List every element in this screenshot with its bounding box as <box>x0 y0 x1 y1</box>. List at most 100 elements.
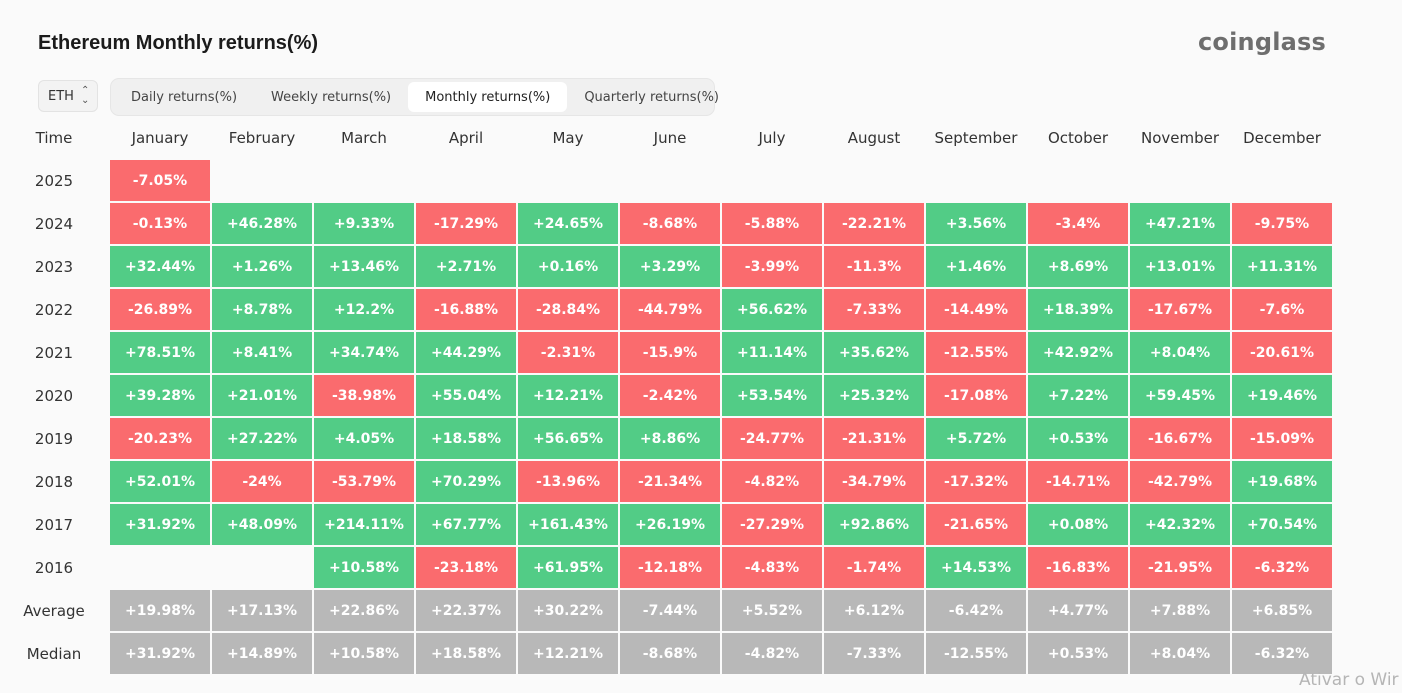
return-cell[interactable]: -26.89% <box>110 289 210 330</box>
return-cell[interactable]: -21.65% <box>926 504 1026 545</box>
return-cell[interactable]: -12.18% <box>620 547 720 588</box>
return-cell[interactable]: +22.37% <box>416 590 516 631</box>
return-cell[interactable]: +70.29% <box>416 461 516 502</box>
return-cell[interactable]: -24% <box>212 461 312 502</box>
return-cell[interactable]: +24.65% <box>518 203 618 244</box>
return-cell[interactable]: +17.13% <box>212 590 312 631</box>
return-cell[interactable]: -23.18% <box>416 547 516 588</box>
return-cell[interactable]: -16.67% <box>1130 418 1230 459</box>
return-cell[interactable]: -4.83% <box>722 547 822 588</box>
return-cell[interactable]: -7.33% <box>824 289 924 330</box>
return-cell[interactable]: -7.05% <box>110 160 210 201</box>
return-cell[interactable]: +8.86% <box>620 418 720 459</box>
return-cell[interactable]: +27.22% <box>212 418 312 459</box>
return-cell[interactable]: -3.4% <box>1028 203 1128 244</box>
return-cell[interactable]: +0.53% <box>1028 418 1128 459</box>
return-cell[interactable]: -42.79% <box>1130 461 1230 502</box>
return-cell[interactable]: +11.14% <box>722 332 822 373</box>
return-cell[interactable]: +8.78% <box>212 289 312 330</box>
return-cell[interactable]: +21.01% <box>212 375 312 416</box>
return-cell[interactable]: -14.71% <box>1028 461 1128 502</box>
return-cell[interactable]: +13.01% <box>1130 246 1230 287</box>
return-cell[interactable]: -6.42% <box>926 590 1026 631</box>
return-cell[interactable]: -44.79% <box>620 289 720 330</box>
return-cell[interactable]: -28.84% <box>518 289 618 330</box>
return-cell[interactable]: +6.12% <box>824 590 924 631</box>
return-cell[interactable]: +2.71% <box>416 246 516 287</box>
return-cell[interactable]: -16.83% <box>1028 547 1128 588</box>
return-cell[interactable]: +18.58% <box>416 418 516 459</box>
return-cell[interactable]: +31.92% <box>110 633 210 674</box>
return-cell[interactable]: -17.29% <box>416 203 516 244</box>
return-cell[interactable]: -34.79% <box>824 461 924 502</box>
return-cell[interactable]: +7.88% <box>1130 590 1230 631</box>
return-cell[interactable]: +67.77% <box>416 504 516 545</box>
return-cell[interactable]: -2.31% <box>518 332 618 373</box>
return-cell[interactable]: +32.44% <box>110 246 210 287</box>
return-cell[interactable]: +3.56% <box>926 203 1026 244</box>
return-cell[interactable]: -53.79% <box>314 461 414 502</box>
return-cell[interactable]: +55.04% <box>416 375 516 416</box>
return-cell[interactable]: +19.46% <box>1232 375 1332 416</box>
return-cell[interactable]: -17.08% <box>926 375 1026 416</box>
return-cell[interactable]: -20.61% <box>1232 332 1332 373</box>
return-cell[interactable]: +214.11% <box>314 504 414 545</box>
return-cell[interactable]: +22.86% <box>314 590 414 631</box>
return-cell[interactable]: +8.04% <box>1130 633 1230 674</box>
return-cell[interactable]: -21.95% <box>1130 547 1230 588</box>
return-cell[interactable]: +5.72% <box>926 418 1026 459</box>
return-cell[interactable]: -4.82% <box>722 633 822 674</box>
return-cell[interactable]: -2.42% <box>620 375 720 416</box>
return-cell[interactable]: -8.68% <box>620 633 720 674</box>
return-cell[interactable]: -27.29% <box>722 504 822 545</box>
return-cell[interactable]: +78.51% <box>110 332 210 373</box>
return-cell[interactable]: -13.96% <box>518 461 618 502</box>
return-cell[interactable]: +0.16% <box>518 246 618 287</box>
return-cell[interactable]: +161.43% <box>518 504 618 545</box>
return-cell[interactable]: +92.86% <box>824 504 924 545</box>
return-cell[interactable]: +44.29% <box>416 332 516 373</box>
return-cell[interactable]: +14.53% <box>926 547 1026 588</box>
return-cell[interactable]: -6.32% <box>1232 547 1332 588</box>
return-cell[interactable]: -17.32% <box>926 461 1026 502</box>
return-cell[interactable]: -12.55% <box>926 633 1026 674</box>
return-cell[interactable]: -4.82% <box>722 461 822 502</box>
return-cell[interactable]: +8.04% <box>1130 332 1230 373</box>
return-cell[interactable]: +42.32% <box>1130 504 1230 545</box>
return-cell[interactable]: +12.21% <box>518 375 618 416</box>
return-cell[interactable]: +12.2% <box>314 289 414 330</box>
return-cell[interactable]: +10.58% <box>314 547 414 588</box>
return-cell[interactable]: +31.92% <box>110 504 210 545</box>
return-cell[interactable]: +48.09% <box>212 504 312 545</box>
return-cell[interactable]: -21.31% <box>824 418 924 459</box>
return-cell[interactable]: -1.74% <box>824 547 924 588</box>
return-cell[interactable]: +8.41% <box>212 332 312 373</box>
return-cell[interactable]: +14.89% <box>212 633 312 674</box>
return-cell[interactable]: +34.74% <box>314 332 414 373</box>
return-cell[interactable]: -12.55% <box>926 332 1026 373</box>
return-cell[interactable]: +52.01% <box>110 461 210 502</box>
return-cell[interactable]: +11.31% <box>1232 246 1332 287</box>
tab-daily-returns[interactable]: Daily returns(%) <box>131 89 238 105</box>
return-cell[interactable]: -7.33% <box>824 633 924 674</box>
tab-weekly-returns[interactable]: Weekly returns(%) <box>271 89 392 105</box>
return-cell[interactable]: +1.46% <box>926 246 1026 287</box>
return-cell[interactable]: -15.9% <box>620 332 720 373</box>
return-cell[interactable]: +56.62% <box>722 289 822 330</box>
return-cell[interactable]: +39.28% <box>110 375 210 416</box>
return-cell[interactable]: +8.69% <box>1028 246 1128 287</box>
return-cell[interactable]: -15.09% <box>1232 418 1332 459</box>
return-cell[interactable]: +9.33% <box>314 203 414 244</box>
coinglass-logo[interactable]: coinglass <box>1198 28 1326 56</box>
tab-quarterly-returns[interactable]: Quarterly returns(%) <box>584 89 720 105</box>
return-cell[interactable]: +0.08% <box>1028 504 1128 545</box>
return-cell[interactable]: +47.21% <box>1130 203 1230 244</box>
asset-select[interactable]: ETH ⌃ ⌄ <box>38 80 98 112</box>
return-cell[interactable]: -5.88% <box>722 203 822 244</box>
tab-monthly-returns[interactable]: Monthly returns(%) <box>408 82 568 112</box>
return-cell[interactable]: -11.3% <box>824 246 924 287</box>
return-cell[interactable]: -21.34% <box>620 461 720 502</box>
return-cell[interactable]: +61.95% <box>518 547 618 588</box>
return-cell[interactable]: +30.22% <box>518 590 618 631</box>
return-cell[interactable]: +46.28% <box>212 203 312 244</box>
